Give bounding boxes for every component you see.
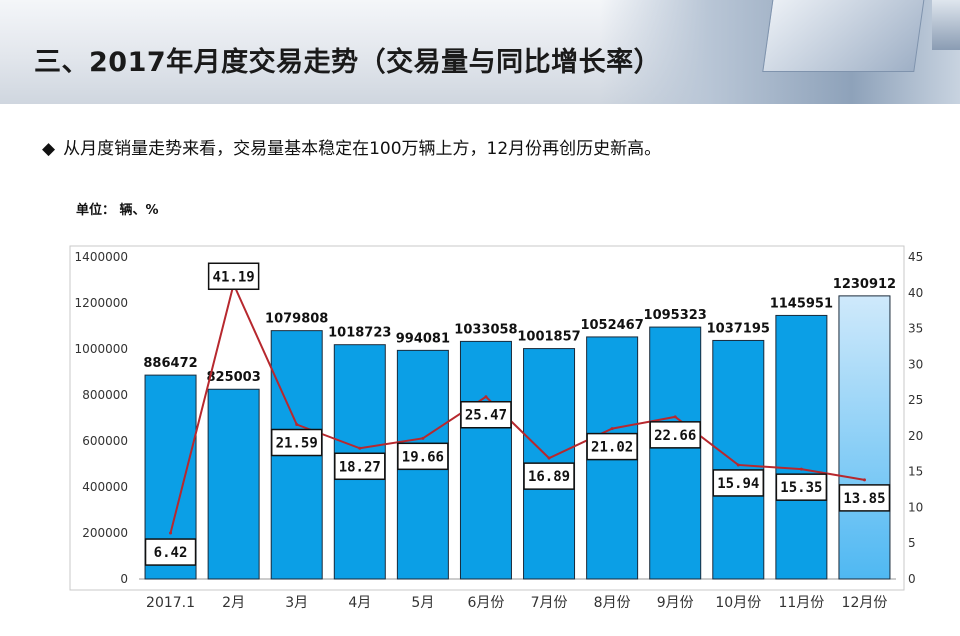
right-axis-tick-label: 20 — [908, 429, 923, 443]
left-axis-tick-label: 1000000 — [75, 342, 128, 356]
right-axis-tick-label: 15 — [908, 465, 923, 479]
growth-rate-line — [169, 281, 865, 534]
growth-label-box — [523, 462, 575, 490]
bar — [649, 326, 702, 580]
right-axis-tick-label: 10 — [908, 500, 923, 514]
slide-header: 三、2017年月度交易走势（交易量与同比增长率） — [0, 0, 960, 104]
bar — [712, 339, 765, 580]
growth-label-box — [586, 432, 638, 461]
growth-label-box — [460, 400, 512, 429]
growth-value-label: 15.35 — [780, 480, 822, 496]
growth-label-box — [712, 469, 765, 497]
right-axis-tick-label: 5 — [908, 536, 916, 550]
bar-value-label: 825003 — [206, 370, 260, 385]
growth-rate-point — [736, 463, 740, 467]
unit-label: 单位： 辆、% — [76, 203, 159, 218]
bar — [838, 295, 891, 580]
x-axis-category-label: 7月份 — [531, 595, 568, 611]
left-axis-tick-label: 600000 — [82, 434, 128, 448]
bar-value-label: 1052467 — [580, 318, 643, 333]
growth-rate-point — [673, 415, 677, 419]
growth-rate-point — [610, 427, 614, 431]
growth-rate-point — [358, 446, 362, 450]
right-axis-tick-label: 30 — [908, 357, 923, 371]
right-axis-tick-label: 45 — [908, 250, 923, 264]
x-axis-category-label: 9月份 — [657, 595, 694, 611]
bar-value-label: 1079808 — [265, 312, 328, 327]
growth-value-label: 22.66 — [654, 428, 696, 444]
plot-frame — [69, 245, 905, 591]
bar-value-label: 1145951 — [770, 296, 833, 311]
growth-label-box — [397, 442, 449, 471]
growth-value-label: 6.42 — [154, 545, 188, 561]
diamond-bullet-icon: ◆ — [42, 139, 56, 159]
x-axis-category-label: 8月份 — [594, 595, 631, 611]
x-axis-category-label: 6月份 — [467, 595, 504, 611]
growth-rate-point — [799, 467, 803, 471]
growth-rate-point — [547, 456, 551, 460]
bar-value-label: 1230912 — [833, 277, 896, 292]
growth-label-box — [144, 538, 197, 566]
growth-value-label: 13.85 — [843, 491, 885, 507]
growth-label-box — [775, 473, 828, 501]
header-cube-image-small — [932, 0, 960, 50]
x-axis-category-label: 3月 — [285, 595, 308, 611]
growth-value-label: 21.02 — [591, 440, 633, 456]
growth-rate-point — [484, 395, 488, 399]
left-axis-tick-label: 0 — [120, 572, 128, 586]
growth-rate-point — [295, 423, 299, 427]
growth-rate-point — [862, 478, 866, 482]
right-axis-tick-label: 25 — [908, 393, 923, 407]
left-axis-tick-label: 200000 — [82, 526, 128, 540]
growth-value-label: 18.27 — [339, 459, 381, 475]
x-axis-category-label: 5月 — [411, 595, 434, 611]
left-axis-tick-label: 1200000 — [75, 296, 128, 310]
left-axis-tick-label: 1400000 — [75, 250, 128, 264]
bar — [775, 314, 828, 580]
bar — [459, 340, 512, 580]
page-title: 三、2017年月度交易走势（交易量与同比增长率） — [34, 47, 662, 78]
left-axis-tick-label: 400000 — [82, 480, 128, 494]
x-axis-category-label: 10月份 — [715, 595, 761, 611]
growth-label-box — [838, 484, 891, 512]
growth-value-label: 25.47 — [465, 408, 507, 424]
growth-label-box — [649, 421, 701, 449]
right-axis-tick-label: 40 — [908, 286, 923, 300]
growth-value-label: 15.94 — [717, 476, 759, 492]
x-axis-category-label: 4月 — [348, 595, 371, 611]
x-axis-category-label: 2017.1 — [146, 595, 195, 611]
bar-value-label: 1001857 — [517, 330, 580, 345]
x-axis-category-label: 12月份 — [842, 595, 888, 611]
bullet-point: ◆ 从月度销量走势来看，交易量基本稳定在100万辆上方，12月份再创历史新高。 — [42, 134, 661, 159]
bar-value-label: 1095323 — [644, 308, 707, 323]
growth-value-label: 41.19 — [213, 269, 255, 285]
growth-label-box — [334, 452, 386, 481]
x-axis-category-label: 2月 — [222, 595, 245, 611]
growth-value-label: 16.89 — [528, 469, 570, 485]
growth-label-box — [207, 262, 260, 291]
bullet-text: 从月度销量走势来看，交易量基本稳定在100万辆上方，12月份再创历史新高。 — [63, 139, 662, 159]
bar-value-label: 1018723 — [328, 326, 391, 341]
x-axis-category-label: 11月份 — [778, 595, 824, 611]
right-axis-tick-label: 35 — [908, 322, 923, 336]
bar-value-label: 886472 — [143, 356, 197, 371]
growth-rate-point — [169, 531, 173, 535]
bar-value-label: 994081 — [396, 331, 450, 346]
bar-value-label: 1037195 — [707, 321, 770, 336]
growth-rate-point — [421, 436, 425, 440]
growth-label-box — [270, 428, 323, 457]
right-axis-tick-label: 0 — [908, 572, 916, 586]
growth-value-label: 19.66 — [402, 449, 444, 465]
bar — [207, 388, 260, 580]
left-axis-tick-label: 800000 — [82, 388, 128, 402]
growth-value-label: 21.59 — [276, 436, 318, 452]
bar-value-label: 1033058 — [454, 322, 517, 337]
